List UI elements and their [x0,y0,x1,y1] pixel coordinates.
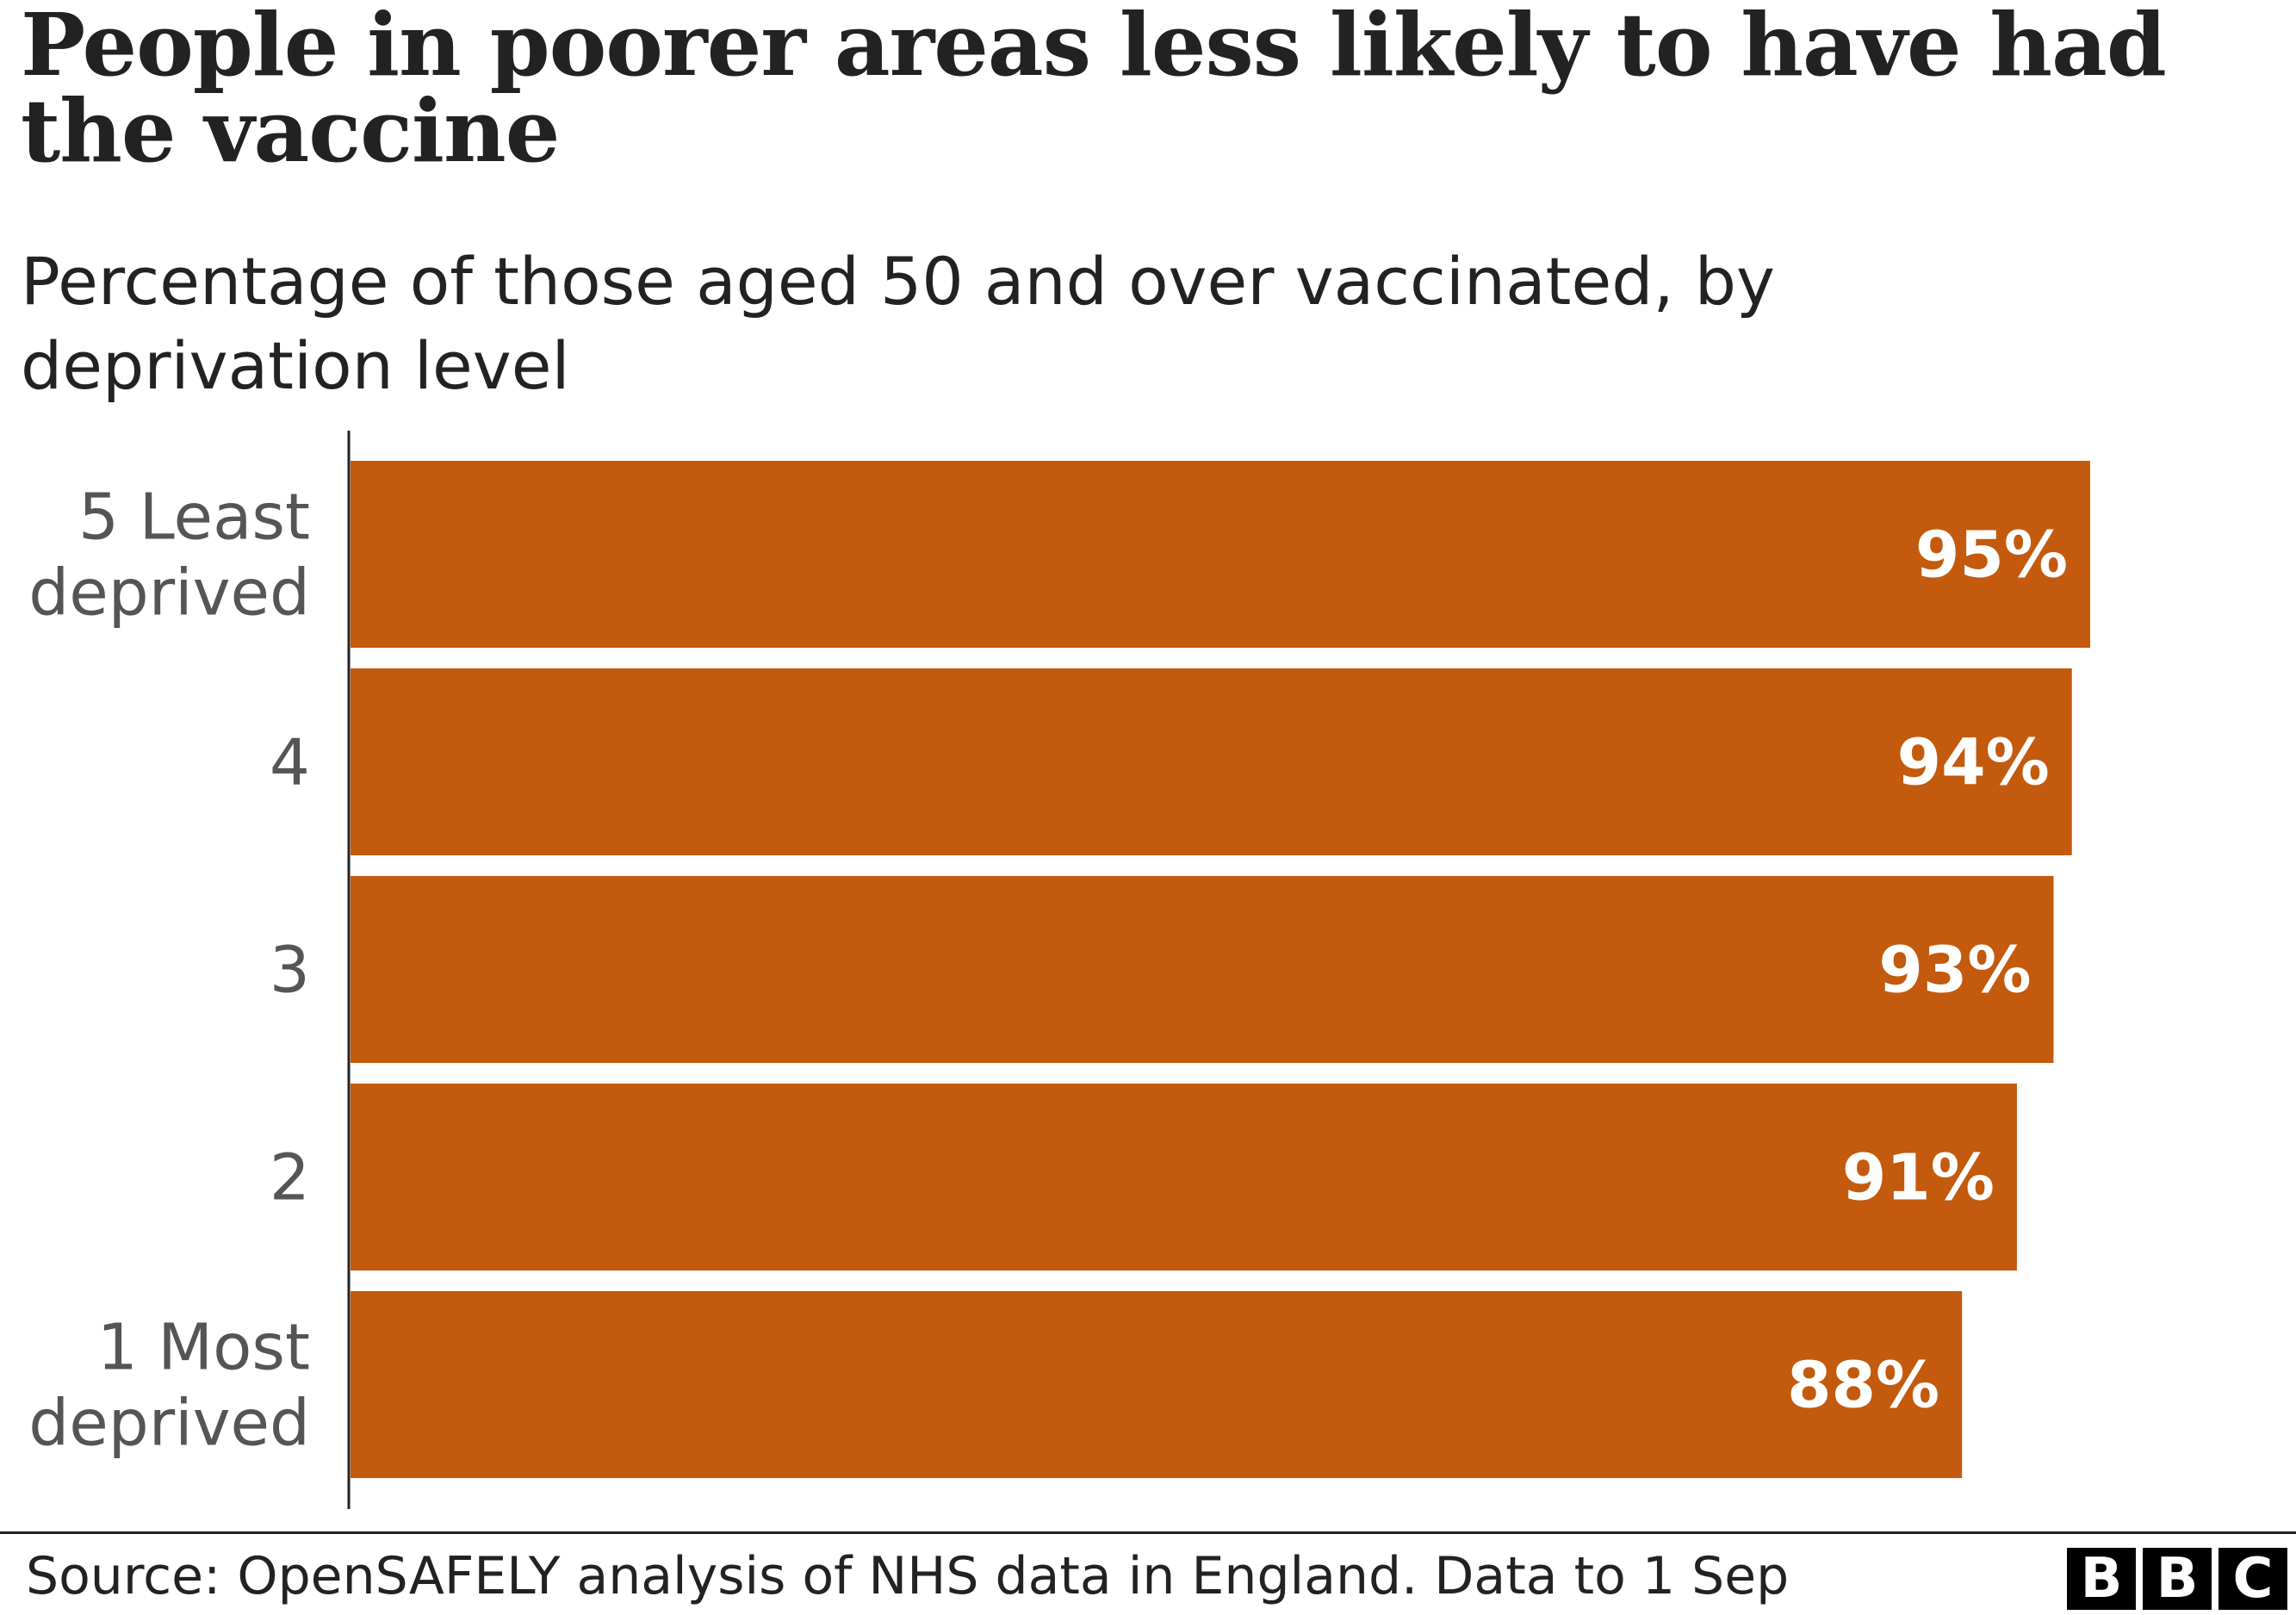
value-label: 91% [1842,1141,1995,1215]
value-label: 93% [1878,934,2031,1008]
bar-1 [351,461,2090,648]
value-label: 88% [1787,1349,1939,1423]
bbc-logo-letter: C [2218,1548,2287,1610]
value-labels: 95% 94% 93% 91% 88% [1787,519,2068,1423]
category-label: 4 [270,726,310,800]
category-label: 3 [270,934,310,1008]
bar-2 [351,668,2072,855]
bbc-logo-letter: B [2067,1548,2136,1610]
bar-4 [351,1084,2017,1270]
chart-title: People in poorer areas less likely to ha… [21,0,2167,182]
value-label: 95% [1915,519,2068,593]
bars-group [351,461,2090,1478]
category-label: 1 Most [97,1311,310,1385]
category-label: 5 Least [78,481,310,555]
bar-5 [351,1291,1963,1478]
footer-divider [0,1531,2296,1534]
chart-subtitle: Percentage of those aged 50 and over vac… [21,243,1776,404]
bbc-logo-letter: B [2143,1548,2212,1610]
bbc-logo: B B C [2067,1548,2287,1610]
category-label: deprived [28,556,310,630]
category-label: deprived [28,1387,310,1461]
category-label: 2 [270,1141,310,1215]
bar-3 [351,876,2054,1063]
value-label: 94% [1897,726,2050,800]
source-note: Source: OpenSAFELY analysis of NHS data … [26,1546,1790,1606]
